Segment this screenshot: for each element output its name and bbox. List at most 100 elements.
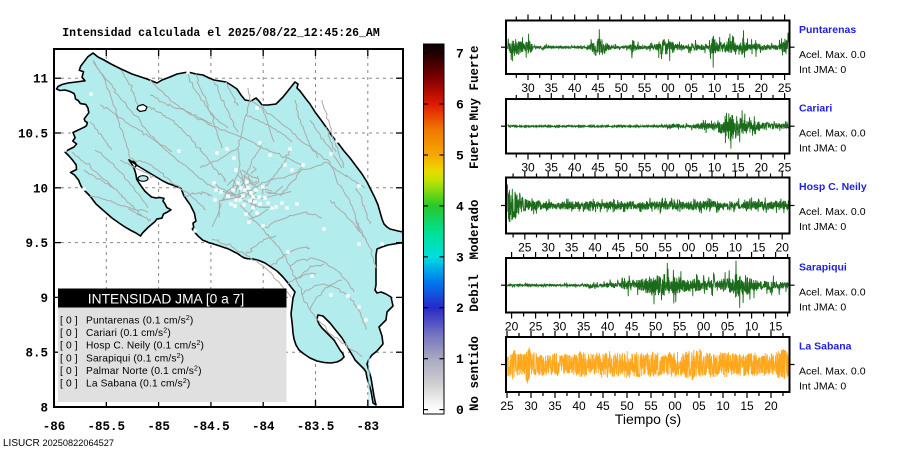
svg-text:45: 45 <box>612 241 626 255</box>
svg-text:Puntarenas: Puntarenas <box>799 24 856 36</box>
svg-text:30: 30 <box>521 81 535 95</box>
svg-text:[ 0 ]: [ 0 ] <box>60 328 78 339</box>
svg-text:15: 15 <box>731 81 745 95</box>
svg-text:-83: -83 <box>357 420 380 434</box>
svg-text:Cariari (0.1 cm/s2): Cariari (0.1 cm/s2) <box>86 328 171 340</box>
svg-text:[ 0 ]: [ 0 ] <box>60 341 78 352</box>
svg-text:15: 15 <box>740 399 754 413</box>
svg-text:10: 10 <box>708 81 722 95</box>
svg-text:05: 05 <box>721 320 735 334</box>
svg-text:Fuerte: Fuerte <box>468 124 482 169</box>
svg-text:4: 4 <box>456 199 464 214</box>
svg-text:8.5: 8.5 <box>25 347 48 361</box>
svg-text:Debil: Debil <box>468 274 482 312</box>
svg-text:05: 05 <box>685 81 699 95</box>
svg-text:05: 05 <box>685 161 699 175</box>
svg-text:00: 00 <box>697 320 711 334</box>
svg-text:25: 25 <box>778 81 792 95</box>
svg-text:Int JMA: 0: Int JMA: 0 <box>799 143 846 155</box>
svg-text:55: 55 <box>673 320 687 334</box>
svg-text:Palmar Norte (0.1 cm/s2): Palmar Norte (0.1 cm/s2) <box>86 365 202 377</box>
svg-text:3: 3 <box>456 250 464 265</box>
svg-text:Puntarenas (0.1 cm/s2): Puntarenas (0.1 cm/s2) <box>86 315 193 327</box>
svg-text:-85: -85 <box>147 420 170 434</box>
svg-text:45: 45 <box>591 161 605 175</box>
svg-text:50: 50 <box>620 399 634 413</box>
svg-text:30: 30 <box>521 161 535 175</box>
svg-text:No sentido: No sentido <box>468 336 482 411</box>
svg-text:00: 00 <box>668 399 682 413</box>
svg-text:50: 50 <box>615 161 629 175</box>
svg-text:LISUCR 20250822064527: LISUCR 20250822064527 <box>3 438 114 449</box>
svg-text:10: 10 <box>745 320 759 334</box>
svg-text:9.5: 9.5 <box>25 237 48 251</box>
svg-text:[ 0 ]: [ 0 ] <box>60 316 78 327</box>
svg-text:5: 5 <box>456 149 464 164</box>
svg-text:30: 30 <box>553 320 567 334</box>
svg-text:Muy Fuerte: Muy Fuerte <box>468 45 482 120</box>
svg-text:Int JMA: 0: Int JMA: 0 <box>799 64 846 76</box>
svg-text:45: 45 <box>596 399 610 413</box>
svg-text:45: 45 <box>625 320 639 334</box>
svg-text:20: 20 <box>505 320 519 334</box>
svg-text:-84.5: -84.5 <box>192 420 230 434</box>
svg-text:Sarapiqui: Sarapiqui <box>799 262 847 274</box>
svg-text:40: 40 <box>601 320 615 334</box>
svg-text:-86: -86 <box>43 420 66 434</box>
svg-text:35: 35 <box>577 320 591 334</box>
svg-text:40: 40 <box>588 241 602 255</box>
svg-text:La Sabana: La Sabana <box>799 341 852 353</box>
svg-text:Intensidad calculada el 2025/0: Intensidad calculada el 2025/08/22_12:45… <box>62 27 380 40</box>
svg-text:La Sabana (0.1 cm/s2): La Sabana (0.1 cm/s2) <box>86 378 190 390</box>
svg-text:00: 00 <box>661 161 675 175</box>
svg-text:-84: -84 <box>252 420 275 434</box>
svg-text:20: 20 <box>755 161 769 175</box>
svg-text:40: 40 <box>568 161 582 175</box>
svg-text:10: 10 <box>33 182 48 196</box>
svg-text:2: 2 <box>456 301 464 316</box>
svg-text:-83.5: -83.5 <box>297 420 335 434</box>
svg-text:25: 25 <box>500 399 514 413</box>
svg-text:Int JMA: 0: Int JMA: 0 <box>799 221 846 233</box>
svg-text:20: 20 <box>764 399 778 413</box>
svg-text:15: 15 <box>731 161 745 175</box>
svg-text:15: 15 <box>769 320 783 334</box>
svg-text:Moderado: Moderado <box>468 199 482 259</box>
svg-text:11: 11 <box>33 73 48 87</box>
svg-text:30: 30 <box>524 399 538 413</box>
svg-text:55: 55 <box>644 399 658 413</box>
svg-text:Acel. Max. 0.0: Acel. Max. 0.0 <box>799 128 866 140</box>
svg-text:35: 35 <box>545 81 559 95</box>
svg-text:25: 25 <box>518 241 532 255</box>
svg-text:15: 15 <box>752 241 766 255</box>
svg-text:[ 0 ]: [ 0 ] <box>60 353 78 364</box>
svg-text:Int JMA: 0: Int JMA: 0 <box>799 302 846 314</box>
svg-text:INTENSIDAD JMA [0 a 7]: INTENSIDAD JMA [0 a 7] <box>88 292 244 307</box>
svg-text:25: 25 <box>529 320 543 334</box>
svg-text:10: 10 <box>708 161 722 175</box>
svg-text:40: 40 <box>572 399 586 413</box>
svg-text:25: 25 <box>778 161 792 175</box>
svg-text:Acel. Max. 0.0: Acel. Max. 0.0 <box>799 206 866 218</box>
svg-text:00: 00 <box>682 241 696 255</box>
svg-text:Hosp C. Neily (0.1 cm/s2): Hosp C. Neily (0.1 cm/s2) <box>86 340 204 352</box>
svg-text:50: 50 <box>649 320 663 334</box>
svg-text:55: 55 <box>659 241 673 255</box>
svg-text:35: 35 <box>565 241 579 255</box>
svg-text:55: 55 <box>638 81 652 95</box>
svg-text:00: 00 <box>661 81 675 95</box>
svg-text:20: 20 <box>776 241 790 255</box>
svg-text:50: 50 <box>615 81 629 95</box>
svg-text:[ 0 ]: [ 0 ] <box>60 379 78 390</box>
svg-text:Acel. Max. 0.0: Acel. Max. 0.0 <box>799 366 866 378</box>
svg-text:10.5: 10.5 <box>18 128 48 142</box>
svg-text:Tiempo (s): Tiempo (s) <box>615 411 681 427</box>
svg-text:Cariari: Cariari <box>799 103 832 115</box>
svg-text:Int JMA: 0: Int JMA: 0 <box>799 381 846 393</box>
svg-text:35: 35 <box>548 399 562 413</box>
svg-text:05: 05 <box>705 241 719 255</box>
svg-text:55: 55 <box>638 161 652 175</box>
svg-text:20: 20 <box>755 81 769 95</box>
svg-text:8: 8 <box>40 402 48 416</box>
svg-text:10: 10 <box>729 241 743 255</box>
